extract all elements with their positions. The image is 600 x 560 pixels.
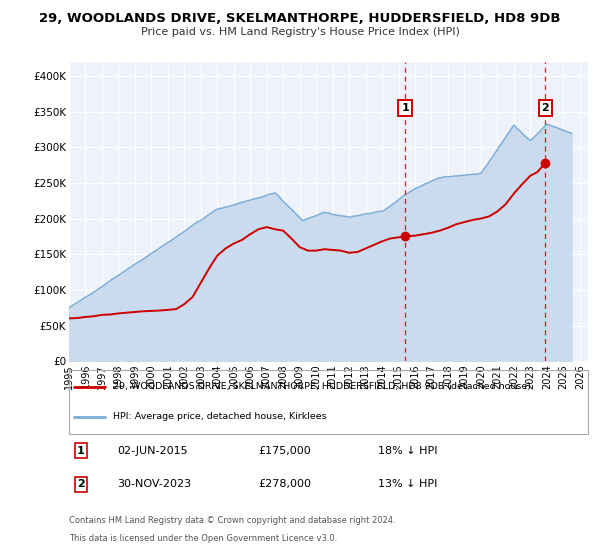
Text: Price paid vs. HM Land Registry's House Price Index (HPI): Price paid vs. HM Land Registry's House …: [140, 27, 460, 37]
Text: 1: 1: [401, 103, 409, 113]
Text: 13% ↓ HPI: 13% ↓ HPI: [378, 479, 437, 489]
Text: 30-NOV-2023: 30-NOV-2023: [117, 479, 191, 489]
Text: £278,000: £278,000: [258, 479, 311, 489]
Text: 18% ↓ HPI: 18% ↓ HPI: [378, 446, 437, 456]
Text: This data is licensed under the Open Government Licence v3.0.: This data is licensed under the Open Gov…: [69, 534, 337, 543]
Text: 02-JUN-2015: 02-JUN-2015: [117, 446, 188, 456]
Text: 1: 1: [77, 446, 85, 456]
Text: £175,000: £175,000: [258, 446, 311, 456]
Text: 29, WOODLANDS DRIVE, SKELMANTHORPE, HUDDERSFIELD, HD8 9DB (detached house): 29, WOODLANDS DRIVE, SKELMANTHORPE, HUDD…: [113, 382, 531, 391]
Text: HPI: Average price, detached house, Kirklees: HPI: Average price, detached house, Kirk…: [113, 412, 327, 421]
Text: 2: 2: [542, 103, 550, 113]
Text: 29, WOODLANDS DRIVE, SKELMANTHORPE, HUDDERSFIELD, HD8 9DB: 29, WOODLANDS DRIVE, SKELMANTHORPE, HUDD…: [39, 12, 561, 25]
Text: 2: 2: [77, 479, 85, 489]
Text: Contains HM Land Registry data © Crown copyright and database right 2024.: Contains HM Land Registry data © Crown c…: [69, 516, 395, 525]
